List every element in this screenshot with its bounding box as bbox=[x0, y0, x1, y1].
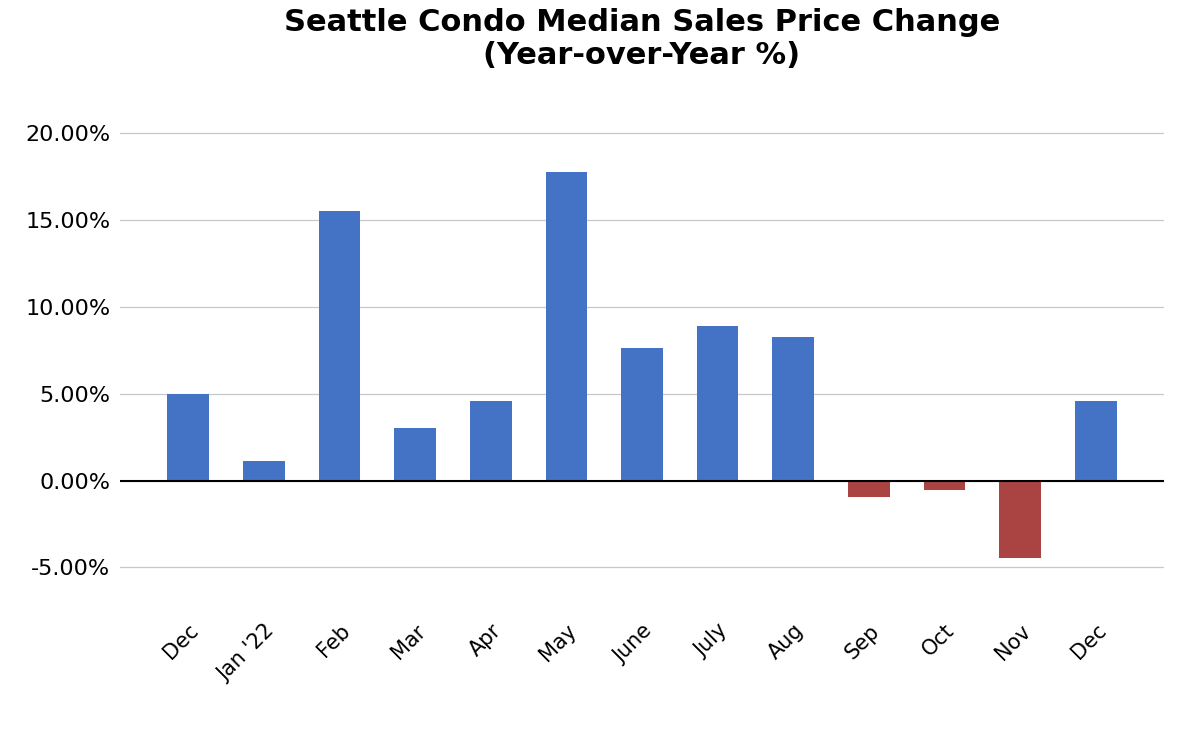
Bar bbox=[848, 481, 889, 497]
Bar bbox=[697, 326, 738, 481]
Bar bbox=[470, 401, 511, 481]
Bar bbox=[395, 428, 436, 481]
Bar bbox=[244, 460, 284, 481]
Bar bbox=[924, 481, 965, 490]
Bar bbox=[1075, 401, 1116, 481]
Bar bbox=[773, 337, 814, 481]
Bar bbox=[319, 211, 360, 481]
Bar bbox=[546, 172, 587, 481]
Bar bbox=[622, 347, 662, 481]
Bar bbox=[1000, 481, 1040, 558]
Bar bbox=[168, 394, 209, 481]
Title: Seattle Condo Median Sales Price Change
(Year-over-Year %): Seattle Condo Median Sales Price Change … bbox=[284, 7, 1000, 70]
